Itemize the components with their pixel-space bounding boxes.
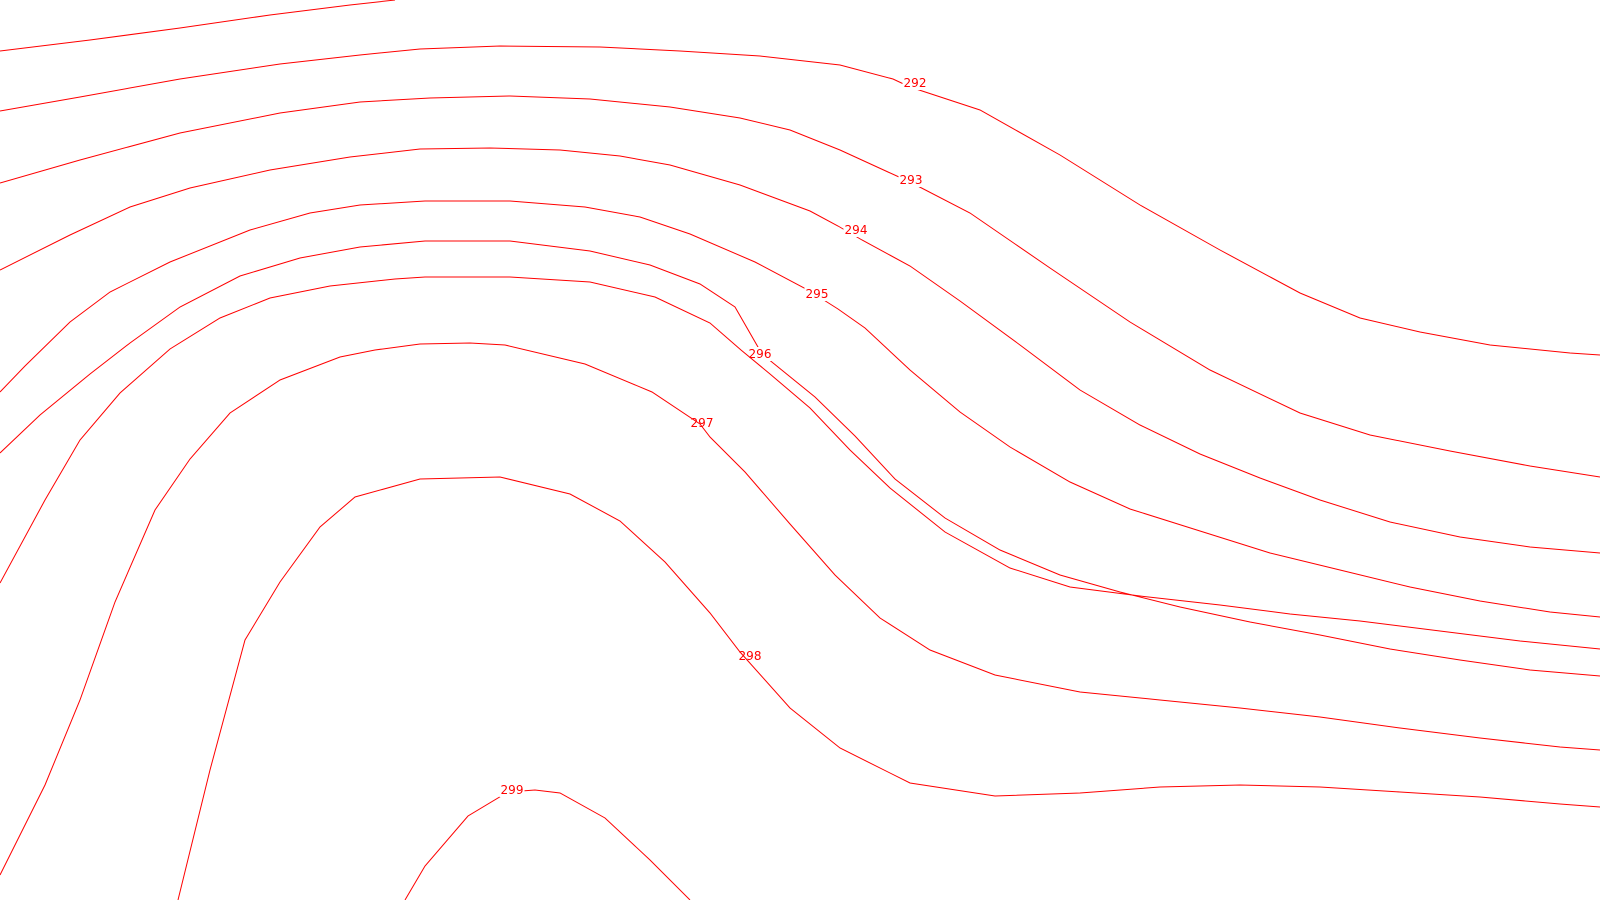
contour-label-294: 294 [845,223,868,237]
contour-label-backdrop [843,223,869,237]
contour-299: 299 [404,783,691,900]
contour-label-backdrop [804,287,830,301]
contour-label-293: 293 [900,173,923,187]
contour-298: 298 [0,342,1600,876]
contour-line-unlabeled [0,0,396,52]
contour-line-292 [0,45,1600,356]
contour-292: 292 [0,45,1600,356]
contour-label-backdrop [898,173,924,187]
contour-296: 296 [0,240,1600,677]
contour-label-backdrop [499,783,525,797]
contour-label-298: 298 [739,649,762,663]
contour-line-inner [177,476,1600,900]
contour-label-296: 296 [749,347,772,361]
contour-line-298 [0,342,1600,876]
contour-label-backdrop [689,416,715,430]
contour-line-294 [0,147,1600,554]
contour-label-299: 299 [501,783,524,797]
contour-line-293 [0,95,1600,478]
contour-label-297: 297 [691,416,714,430]
contour-294: 294 [0,147,1600,554]
contour-label-backdrop [737,649,763,663]
contour-295: 295 [0,200,1600,618]
contour-line-299 [404,789,691,900]
contour-label-292: 292 [904,76,927,90]
contour-293: 293 [0,95,1600,478]
contour-label-295: 295 [806,287,829,301]
contour-label-backdrop [902,76,928,90]
contour-line-297 [0,276,1600,650]
contour-label-backdrop [747,347,773,361]
contour-297: 297 [0,276,1600,650]
